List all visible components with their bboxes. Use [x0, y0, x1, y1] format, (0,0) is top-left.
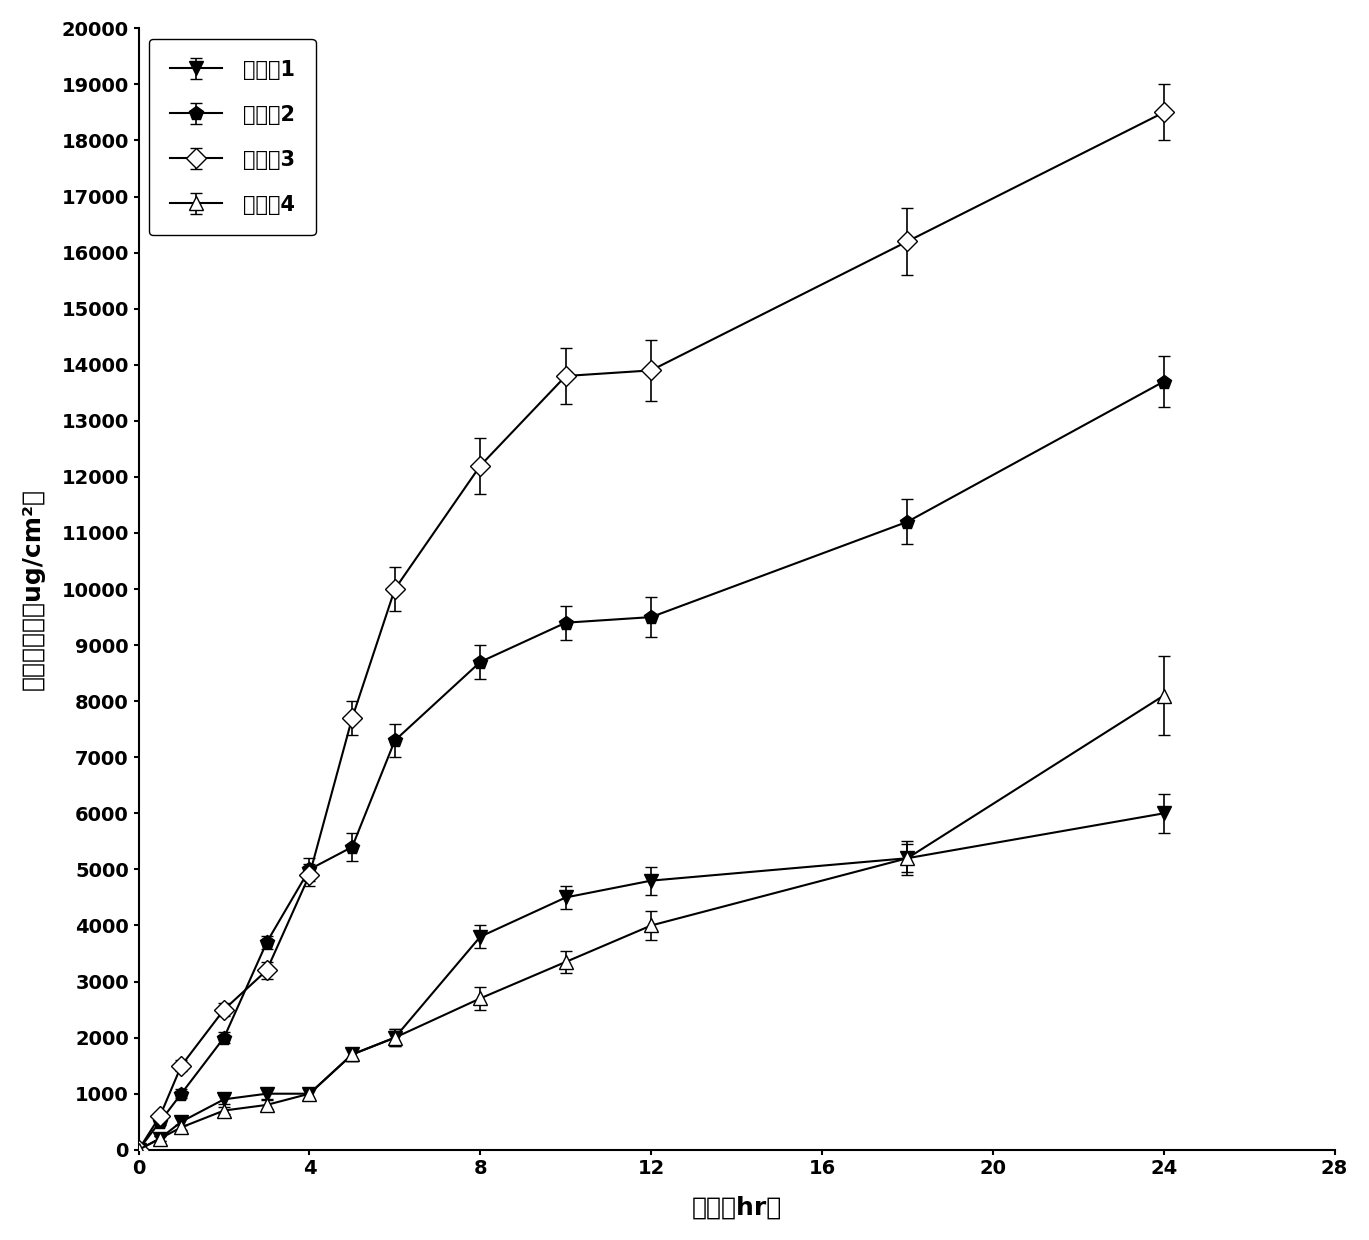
X-axis label: 时间（hr）: 时间（hr） — [691, 1195, 782, 1219]
Y-axis label: 累积渗透量（ug/cm²）: 累积渗透量（ug/cm²） — [21, 489, 45, 689]
Legend: 实施例1, 实施例2, 实施例3, 实施例4: 实施例1, 实施例2, 实施例3, 实施例4 — [149, 38, 316, 236]
